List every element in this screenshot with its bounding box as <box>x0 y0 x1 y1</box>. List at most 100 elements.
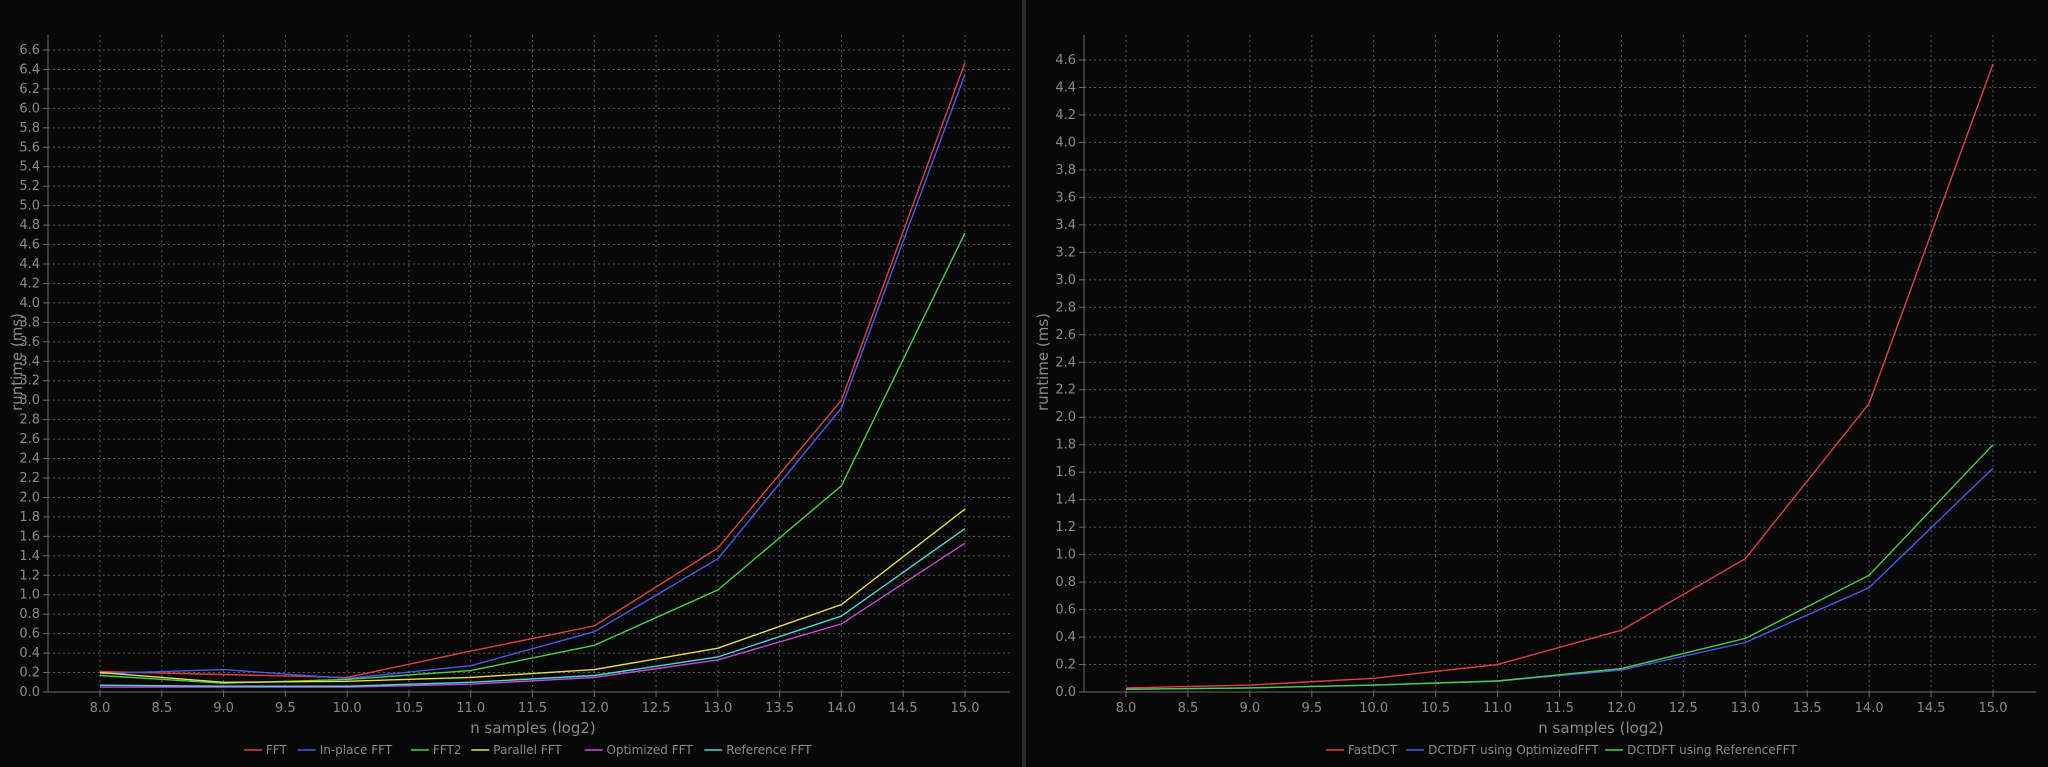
series-line-0 <box>99 62 966 679</box>
y-axis-title: runtime (ms) <box>8 313 26 411</box>
legend: FFT In-place FFT FFT2 Parallel FFT Optimized… <box>243 743 812 757</box>
series-line-5 <box>99 528 966 687</box>
x-tick-label: 13.5 <box>1793 701 1822 716</box>
legend-label: FFT2 <box>433 743 462 757</box>
y-tick-label: 0.0 <box>1055 685 1076 700</box>
legend-label: Reference FFT <box>726 743 812 757</box>
y-tick-label: 2.2 <box>1055 383 1076 398</box>
x-tick-label: 12.0 <box>1607 701 1636 716</box>
series-lines <box>99 62 966 688</box>
x-tick-label: 13.5 <box>765 701 794 716</box>
x-axis-title: n samples (log2) <box>1538 719 1664 737</box>
y-tick-label: 3.6 <box>1055 190 1076 205</box>
y-tick-label: 6.4 <box>19 62 40 77</box>
y-tick-label: 5.2 <box>19 179 40 194</box>
x-tick-label: 9.0 <box>1240 701 1261 716</box>
x-tick-label: 15.0 <box>951 701 980 716</box>
x-tick-label: 11.0 <box>1483 701 1512 716</box>
right-chart-panel: 0.0 0.2 0.4 0.6 0.8 1.0 1.2 1.4 1.6 1.8 2.0 2.2 2.4 2… <box>1026 0 2048 767</box>
y-tick-label: 3.8 <box>1055 163 1076 178</box>
legend-label: DCTDFT using OptimizedFFT <box>1428 743 1599 757</box>
y-tick-label: 1.6 <box>19 529 40 544</box>
y-tick-label: 2.4 <box>19 452 40 467</box>
legend-label: Optimized FFT <box>607 743 694 757</box>
y-tick-label: 0.2 <box>19 666 40 681</box>
y-tick-label: 3.0 <box>1055 273 1076 288</box>
x-tick-label: 9.0 <box>213 701 234 716</box>
y-tick-label: 2.8 <box>19 413 40 428</box>
y-tick-label: 1.4 <box>19 549 40 564</box>
x-tick-label: 10.5 <box>394 701 423 716</box>
y-tick-label: 5.4 <box>19 160 40 175</box>
legend: FastDCT DCTDFT using OptimizedFFT DCTDFT u… <box>1325 743 1797 757</box>
y-tick-label: 4.6 <box>19 238 40 253</box>
y-tick-label: 1.4 <box>1055 493 1076 508</box>
x-tick-label: 12.0 <box>580 701 609 716</box>
y-tick-label: 5.0 <box>19 199 40 214</box>
y-tick-label: 6.2 <box>19 82 40 97</box>
y-tick-label: 0.8 <box>1055 575 1076 590</box>
left-chart-panel: 0.0 0.2 0.4 0.6 0.8 1.0 1.2 1.4 1.6 1.8 2.0 2.2 2.4 2… <box>0 0 1022 767</box>
x-tick-label: 14.0 <box>1855 701 1884 716</box>
x-tick-label: 12.5 <box>1669 701 1698 716</box>
x-tick-label: 9.5 <box>1301 701 1322 716</box>
series-line-3 <box>99 508 966 684</box>
y-tick-label: 2.2 <box>19 471 40 486</box>
y-tick-label: 4.8 <box>19 218 40 233</box>
series-line-1 <box>99 74 966 680</box>
y-tick-label: 3.4 <box>1055 218 1076 233</box>
legend-label: DCTDFT using ReferenceFFT <box>1627 743 1797 757</box>
y-tick-label: 1.6 <box>1055 465 1076 480</box>
y-tick-label: 0.4 <box>19 646 40 661</box>
grid <box>1084 35 2036 692</box>
x-tick-label: 10.0 <box>1359 701 1388 716</box>
y-tick-label: 4.4 <box>19 257 40 272</box>
y-tick-label: 0.4 <box>1055 630 1076 645</box>
y-tick-label: 2.6 <box>1055 328 1076 343</box>
x-tick-label: 8.5 <box>1178 701 1199 716</box>
series-line-0 <box>1125 63 1994 689</box>
grid <box>48 35 1010 692</box>
x-tick-label: 8.5 <box>151 701 172 716</box>
x-tick-label: 11.5 <box>1545 701 1574 716</box>
series-line-4 <box>100 542 966 688</box>
x-tick-label: 10.0 <box>333 701 362 716</box>
x-tick-label: 9.5 <box>275 701 296 716</box>
y-tick-label: 0.6 <box>19 627 40 642</box>
x-tick-label: 8.0 <box>1116 701 1137 716</box>
y-tick-label: 4.2 <box>1055 108 1076 123</box>
legend-label: FastDCT <box>1348 743 1398 757</box>
x-tick-label: 14.5 <box>1917 701 1946 716</box>
y-axis-title: runtime (ms) <box>1034 313 1052 411</box>
y-tick-label: 4.6 <box>1055 53 1076 68</box>
y-tick-label: 0.0 <box>19 685 40 700</box>
y-tick-label: 0.6 <box>1055 603 1076 618</box>
x-tick-label: 14.0 <box>827 701 856 716</box>
y-tick-label: 5.8 <box>19 121 40 136</box>
y-tick-label: 1.0 <box>1055 548 1076 563</box>
y-tick-label: 3.6 <box>19 335 40 350</box>
x-tick-label: 12.5 <box>642 701 671 716</box>
panel-divider <box>1022 0 1026 767</box>
y-tick-label: 5.6 <box>19 140 40 155</box>
x-tick-label: 14.5 <box>889 701 918 716</box>
legend-label: Parallel FFT <box>493 743 562 757</box>
legend-label: FFT <box>266 743 288 757</box>
legend-label: In-place FFT <box>320 743 393 757</box>
x-tick-label: 10.5 <box>1421 701 1450 716</box>
x-tick-label: 13.0 <box>703 701 732 716</box>
x-axis-title: n samples (log2) <box>470 719 596 737</box>
y-tick-label: 4.2 <box>19 276 40 291</box>
y-tick-label: 3.2 <box>19 374 40 389</box>
y-tick-label: 6.0 <box>19 101 40 116</box>
y-tick-label: 2.0 <box>19 490 40 505</box>
y-tick-label: 4.4 <box>1055 80 1076 95</box>
y-tick-label: 2.0 <box>1055 410 1076 425</box>
left-runtime-chart: 0.0 0.2 0.4 0.6 0.8 1.0 1.2 1.4 1.6 1.8 2.0 2.2 2.4 2… <box>8 35 1010 757</box>
y-tick-label: 3.0 <box>19 393 40 408</box>
y-tick-label: 1.0 <box>19 588 40 603</box>
y-tick-label: 2.6 <box>19 432 40 447</box>
series-line-2 <box>1125 444 1994 690</box>
y-tick-label: 0.2 <box>1055 658 1076 673</box>
x-tick-label: 11.0 <box>456 701 485 716</box>
